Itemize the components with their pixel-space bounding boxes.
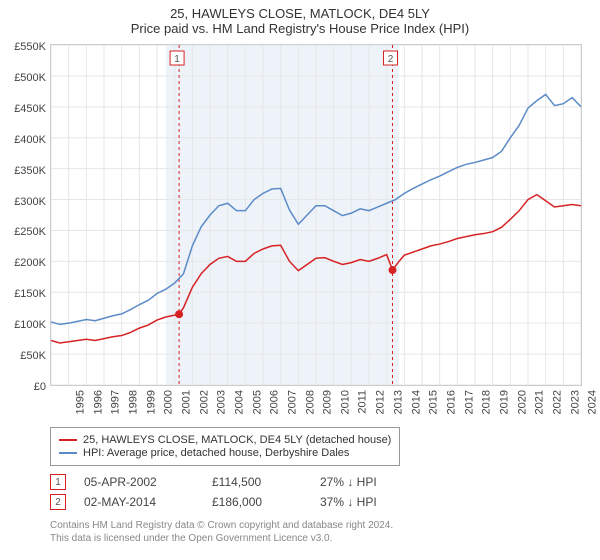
x-tick-label: 2006 xyxy=(269,390,281,414)
marker-date: 05-APR-2002 xyxy=(84,475,194,489)
x-tick-label: 2024 xyxy=(587,390,599,414)
marker-badge: 2 xyxy=(50,494,66,510)
marker-row: 1 05-APR-2002 £114,500 27% ↓ HPI xyxy=(50,474,410,490)
y-tick-label: £200K xyxy=(14,257,46,269)
y-tick-label: £100K xyxy=(14,319,46,331)
x-tick-label: 2011 xyxy=(356,390,368,414)
x-tick-label: 1997 xyxy=(110,390,122,414)
x-tick-label: 2013 xyxy=(392,390,404,414)
x-tick-label: 2010 xyxy=(339,390,351,414)
x-tick-label: 2015 xyxy=(428,390,440,414)
chart-title: 25, HAWLEYS CLOSE, MATLOCK, DE4 5LY Pric… xyxy=(0,0,600,38)
x-tick-label: 2012 xyxy=(375,390,387,414)
x-tick-label: 1998 xyxy=(127,390,139,414)
marker-badge: 1 xyxy=(50,474,66,490)
y-tick-label: £400K xyxy=(14,134,46,146)
x-axis-labels: 1995 1996 1997 1998 1999 2000 2001 2002 2003 2004… xyxy=(50,390,580,426)
x-tick-label: 2023 xyxy=(569,390,581,414)
y-axis-labels: £0£50K£100K£150K£200K£250K£300K£350K£400… xyxy=(0,47,48,387)
legend-label: 25, HAWLEYS CLOSE, MATLOCK, DE4 5LY (det… xyxy=(83,434,391,446)
y-tick-label: £0 xyxy=(34,381,46,393)
x-tick-label: 2003 xyxy=(216,390,228,414)
x-tick-label: 1995 xyxy=(74,390,86,414)
svg-text:1: 1 xyxy=(174,54,180,65)
legend-swatch xyxy=(59,439,77,441)
x-tick-label: 2001 xyxy=(180,390,192,414)
footer-attribution: Contains HM Land Registry data © Crown c… xyxy=(50,519,393,545)
x-tick-label: 1996 xyxy=(92,390,104,414)
svg-text:2: 2 xyxy=(388,54,394,65)
marker-delta: 37% ↓ HPI xyxy=(320,495,410,509)
x-tick-label: 2017 xyxy=(463,390,475,414)
y-tick-label: £450K xyxy=(14,103,46,115)
chart-svg: 12 xyxy=(51,45,581,385)
legend: 25, HAWLEYS CLOSE, MATLOCK, DE4 5LY (det… xyxy=(50,427,400,466)
x-tick-label: 2004 xyxy=(233,390,245,414)
footer-line-2: This data is licensed under the Open Gov… xyxy=(50,532,393,545)
y-tick-label: £500K xyxy=(14,72,46,84)
x-tick-label: 2018 xyxy=(481,390,493,414)
x-tick-label: 1999 xyxy=(145,390,157,414)
legend-row: HPI: Average price, detached house, Derb… xyxy=(59,447,391,459)
marker-details: 1 05-APR-2002 £114,500 27% ↓ HPI 2 02-MAY-201… xyxy=(50,470,410,514)
x-tick-label: 2022 xyxy=(551,390,563,414)
title-line-2: Price paid vs. HM Land Registry's House … xyxy=(0,21,600,36)
chart-plot-area: 12 xyxy=(50,44,582,386)
footer-line-1: Contains HM Land Registry data © Crown c… xyxy=(50,519,393,532)
x-tick-label: 2014 xyxy=(410,390,422,414)
y-tick-label: £150K xyxy=(14,288,46,300)
title-line-1: 25, HAWLEYS CLOSE, MATLOCK, DE4 5LY xyxy=(0,6,600,21)
marker-delta: 27% ↓ HPI xyxy=(320,475,410,489)
marker-date: 02-MAY-2014 xyxy=(84,495,194,509)
x-tick-label: 2007 xyxy=(286,390,298,414)
marker-price: £186,000 xyxy=(212,495,302,509)
x-tick-label: 2019 xyxy=(498,390,510,414)
y-tick-label: £350K xyxy=(14,165,46,177)
legend-swatch xyxy=(59,452,77,454)
x-tick-label: 2008 xyxy=(304,390,316,414)
x-tick-label: 2000 xyxy=(163,390,175,414)
x-tick-label: 2020 xyxy=(516,390,528,414)
x-tick-label: 2021 xyxy=(534,390,546,414)
y-tick-label: £300K xyxy=(14,196,46,208)
x-tick-label: 2009 xyxy=(322,390,334,414)
legend-label: HPI: Average price, detached house, Derb… xyxy=(83,447,349,459)
legend-row: 25, HAWLEYS CLOSE, MATLOCK, DE4 5LY (det… xyxy=(59,434,391,446)
marker-row: 2 02-MAY-2014 £186,000 37% ↓ HPI xyxy=(50,494,410,510)
y-tick-label: £250K xyxy=(14,226,46,238)
marker-price: £114,500 xyxy=(212,475,302,489)
y-tick-label: £550K xyxy=(14,41,46,53)
x-tick-label: 2005 xyxy=(251,390,263,414)
y-tick-label: £50K xyxy=(20,350,46,362)
x-tick-label: 2016 xyxy=(445,390,457,414)
x-tick-label: 2002 xyxy=(198,390,210,414)
